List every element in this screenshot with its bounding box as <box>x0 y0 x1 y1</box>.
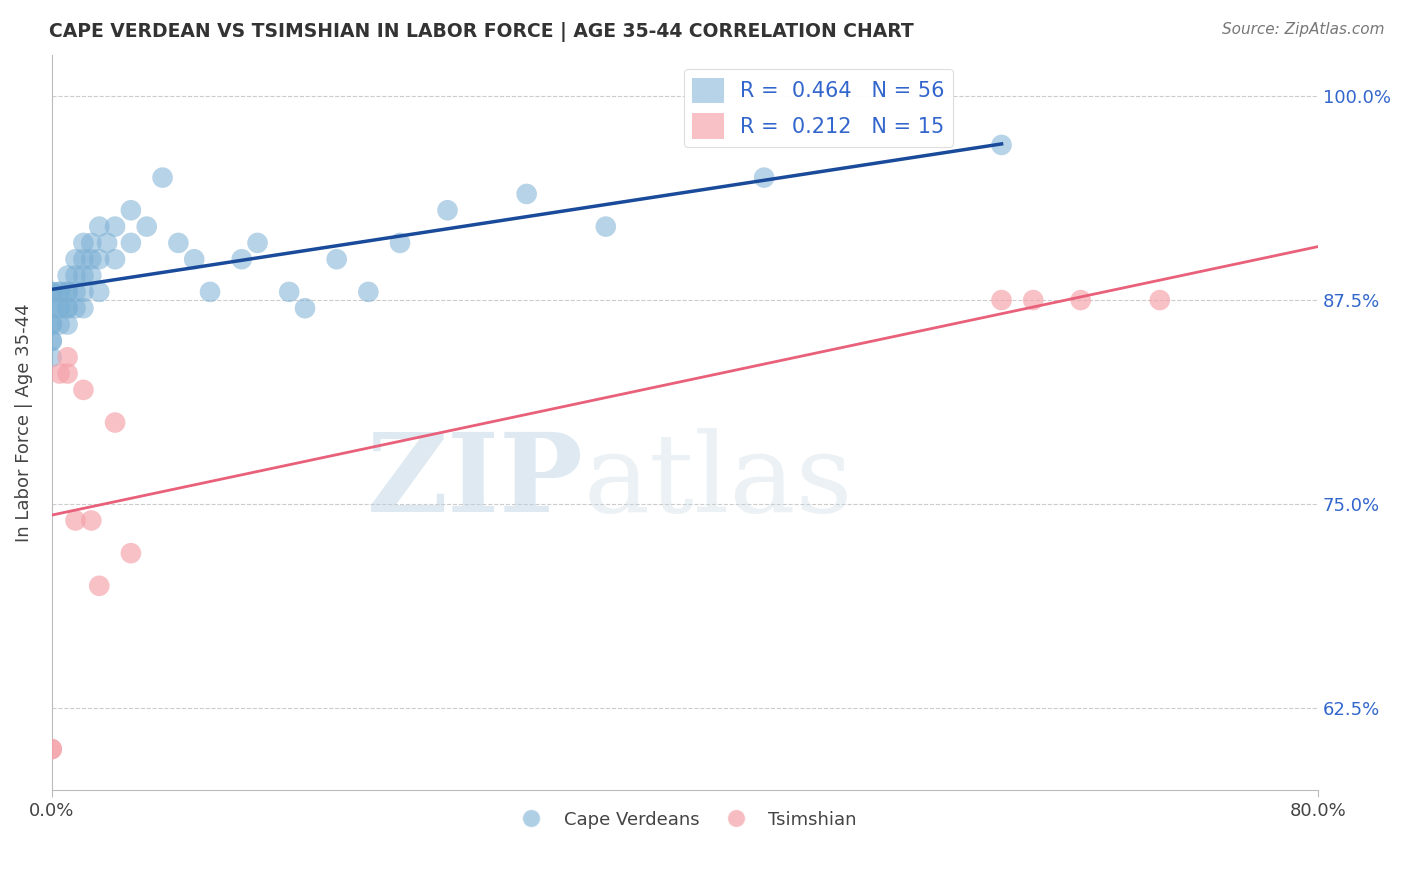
Point <box>89 219 111 234</box>
Point <box>48 367 70 381</box>
Point <box>89 579 111 593</box>
Point <box>41 285 63 299</box>
Point <box>56 318 79 332</box>
Point <box>436 203 458 218</box>
Point <box>516 186 538 201</box>
Point <box>120 546 142 560</box>
Point <box>231 252 253 267</box>
Point <box>48 301 70 316</box>
Point <box>41 318 63 332</box>
Point <box>72 285 94 299</box>
Point <box>1022 293 1045 307</box>
Point <box>65 285 87 299</box>
Point <box>104 219 127 234</box>
Point <box>41 742 63 756</box>
Point <box>104 252 127 267</box>
Point <box>325 252 347 267</box>
Point <box>65 301 87 316</box>
Point <box>120 203 142 218</box>
Point <box>41 334 63 348</box>
Point <box>294 301 316 316</box>
Legend: Cape Verdeans, Tsimshian: Cape Verdeans, Tsimshian <box>506 804 863 836</box>
Point <box>72 383 94 397</box>
Point <box>56 301 79 316</box>
Point <box>65 268 87 283</box>
Point <box>89 252 111 267</box>
Point <box>56 285 79 299</box>
Point <box>152 170 174 185</box>
Text: ZIP: ZIP <box>367 428 583 535</box>
Point <box>65 252 87 267</box>
Point <box>72 252 94 267</box>
Y-axis label: In Labor Force | Age 35-44: In Labor Force | Age 35-44 <box>15 303 32 541</box>
Text: CAPE VERDEAN VS TSIMSHIAN IN LABOR FORCE | AGE 35-44 CORRELATION CHART: CAPE VERDEAN VS TSIMSHIAN IN LABOR FORCE… <box>49 22 914 42</box>
Point <box>72 235 94 250</box>
Point <box>56 367 79 381</box>
Point <box>198 285 221 299</box>
Point <box>990 137 1012 152</box>
Point <box>72 268 94 283</box>
Point <box>41 334 63 348</box>
Point <box>72 301 94 316</box>
Point <box>41 350 63 364</box>
Point <box>120 235 142 250</box>
Point <box>183 252 205 267</box>
Point <box>41 742 63 756</box>
Point <box>595 219 617 234</box>
Point <box>48 301 70 316</box>
Point <box>1149 293 1171 307</box>
Point <box>89 285 111 299</box>
Point <box>278 285 301 299</box>
Point <box>65 514 87 528</box>
Point <box>135 219 157 234</box>
Point <box>80 514 103 528</box>
Point <box>357 285 380 299</box>
Point <box>246 235 269 250</box>
Point <box>80 235 103 250</box>
Point <box>48 318 70 332</box>
Point <box>96 235 118 250</box>
Text: atlas: atlas <box>583 428 853 535</box>
Point <box>388 235 411 250</box>
Point <box>752 170 775 185</box>
Point <box>80 268 103 283</box>
Point <box>1070 293 1092 307</box>
Point <box>56 301 79 316</box>
Point <box>48 285 70 299</box>
Point <box>41 318 63 332</box>
Point <box>41 301 63 316</box>
Text: Source: ZipAtlas.com: Source: ZipAtlas.com <box>1222 22 1385 37</box>
Point <box>48 285 70 299</box>
Point <box>80 252 103 267</box>
Point <box>56 285 79 299</box>
Point <box>104 416 127 430</box>
Point <box>167 235 190 250</box>
Point <box>56 350 79 364</box>
Point <box>990 293 1012 307</box>
Point <box>41 285 63 299</box>
Point <box>56 268 79 283</box>
